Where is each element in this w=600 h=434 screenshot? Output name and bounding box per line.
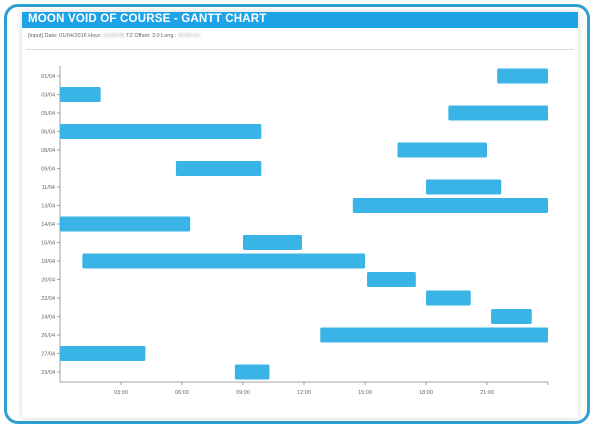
input-tz: TZ Offset: 3.0 Long.: [126, 33, 177, 39]
panel-title: MOON VOID OF COURSE - GANTT CHART [28, 13, 267, 25]
y-tick-label: 18/04 [41, 259, 55, 265]
y-tick-label: 26/04 [41, 333, 55, 339]
chart-panel: MOON VOID OF COURSE - GANTT CHART [input… [22, 12, 578, 418]
gantt-bar [352, 198, 548, 213]
gantt-bar [426, 290, 471, 306]
input-hour: 14:00:00 [103, 33, 125, 39]
y-tick-label: 05/04 [41, 111, 55, 117]
y-tick-label: 09/04 [41, 167, 55, 173]
gantt-bar [497, 68, 548, 84]
x-tick-label: 21:00 [480, 390, 494, 396]
input-parameters: [input] Date: 01/04/2016 Hour: 14:00:00 … [28, 33, 200, 39]
header-divider [26, 49, 574, 50]
x-tick-label: 09:00 [236, 390, 250, 396]
x-tick-label: 03:00 [114, 390, 128, 396]
y-tick-label: 01/04 [41, 74, 55, 80]
gantt-bar [491, 309, 532, 324]
gantt-bar [448, 105, 548, 121]
y-tick-label: 27/04 [41, 352, 55, 358]
y-tick-label: 13/04 [41, 204, 55, 210]
y-tick-label: 11/04 [42, 185, 55, 191]
input-longitude: 00:00 (e) [177, 33, 200, 39]
gantt-bar [234, 364, 270, 380]
gantt-bar [82, 253, 365, 269]
gantt-bar [60, 124, 262, 139]
gantt-bar [60, 87, 101, 102]
input-prefix: [input] Date: 01/04/2016 Hour: [28, 33, 102, 39]
y-tick-label: 14/04 [41, 222, 55, 228]
x-tick-label: 15:00 [358, 390, 372, 396]
y-tick-label: 20/04 [41, 278, 55, 284]
gantt-bar [175, 161, 262, 176]
y-tick-label: 06/04 [41, 130, 55, 136]
gantt-bar [367, 272, 416, 287]
x-tick-label: 06:00 [175, 390, 189, 396]
y-tick-label: 24/04 [41, 315, 55, 321]
gantt-bar [426, 179, 502, 195]
panel-header: MOON VOID OF COURSE - GANTT CHART [22, 12, 578, 28]
y-tick-label: 16/04 [41, 241, 55, 247]
y-tick-label: 29/04 [41, 370, 55, 376]
y-tick-label: 22/04 [41, 296, 55, 302]
gantt-bar [60, 346, 146, 361]
x-tick-label: 18:00 [419, 390, 433, 396]
gantt-chart: 03:00 06:00 09:00 12:00 15:00 18:00 21:00 01/04… [41, 66, 549, 396]
gantt-bar [320, 327, 548, 343]
gantt-bar [60, 216, 191, 232]
y-tick-label: 03/04 [41, 93, 55, 99]
gantt-bar [397, 142, 487, 158]
y-tick-label: 08/04 [41, 148, 55, 154]
gantt-bar [243, 235, 302, 250]
x-tick-label: 12:00 [297, 390, 311, 396]
